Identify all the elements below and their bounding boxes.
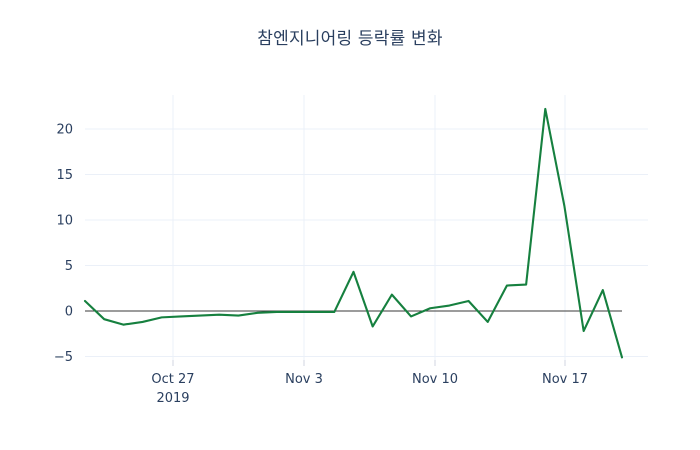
y-axis-tick-labels: 20 15 10 5 0 −5 [54, 123, 73, 366]
x-gridlines [172, 95, 566, 360]
y-tick-label: −5 [54, 350, 73, 365]
y-tick-label: 15 [56, 168, 73, 183]
x-tick-label: Nov 10 [412, 372, 458, 387]
x-tick-label: Nov 3 [285, 372, 323, 387]
chart-title: 참엔지니어링 등락률 변화 [257, 29, 443, 49]
x-tick-label: Oct 27 [151, 372, 194, 387]
x-tick-label: Nov 17 [542, 372, 588, 387]
y-tick-label: 10 [56, 214, 73, 229]
y-tick-label: 20 [56, 123, 73, 138]
y-tick-label: 0 [65, 305, 73, 320]
y-gridlines [85, 128, 648, 357]
x-axis-tick-labels: Oct 27 2019 Nov 3 Nov 10 Nov 17 [151, 372, 588, 406]
x-tickmarks [172, 360, 566, 366]
x-tick-sublabel: 2019 [156, 391, 189, 406]
y-tick-label: 5 [65, 259, 73, 274]
data-series-line [83, 107, 624, 359]
